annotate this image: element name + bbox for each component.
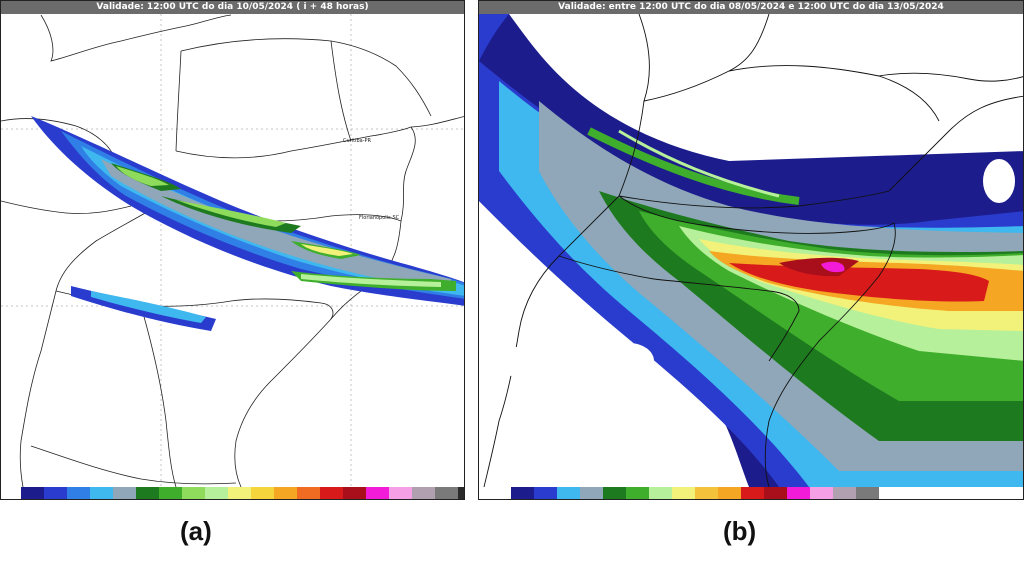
colorbar-swatch	[856, 487, 879, 499]
colorbar-swatch	[182, 487, 205, 499]
colorbar-swatch	[764, 487, 787, 499]
panel-a-title: Validade: 12:00 UTC do dia 10/05/2024 ( …	[1, 1, 464, 14]
colorbar-swatch	[557, 487, 580, 499]
colorbar-swatch	[787, 487, 810, 499]
colorbar-swatch	[412, 487, 435, 499]
panel-b-title: Validade: entre 12:00 UTC do dia 08/05/2…	[479, 1, 1023, 14]
precipitation-map-b	[479, 14, 1023, 487]
colorbar-swatch	[810, 487, 833, 499]
precipitation-map-a: Curitiba-PR Florianópolis-SC	[1, 14, 464, 487]
map-panel-a: Validade: 12:00 UTC do dia 10/05/2024 ( …	[0, 0, 465, 500]
colorbar-swatch	[534, 487, 557, 499]
colorbar-swatch	[228, 487, 251, 499]
colorbar-swatch	[695, 487, 718, 499]
colorbar-swatch	[136, 487, 159, 499]
clear-areas	[489, 159, 1015, 441]
colorbar-swatch	[274, 487, 297, 499]
map-panel-b: Validade: entre 12:00 UTC do dia 08/05/2…	[478, 0, 1024, 500]
colorbar-swatch	[649, 487, 672, 499]
political-borders-b	[483, 14, 1023, 487]
colorbar-swatch	[251, 487, 274, 499]
colorbar-swatch	[320, 487, 343, 499]
colorbar-swatch	[21, 487, 44, 499]
colorbar-swatch	[626, 487, 649, 499]
colorbar-swatch	[458, 487, 464, 499]
colorbar-swatch	[435, 487, 458, 499]
colorbar-a	[21, 487, 464, 499]
colorbar-swatch	[159, 487, 182, 499]
colorbar-b	[511, 487, 879, 499]
colorbar-swatch	[90, 487, 113, 499]
colorbar-swatch	[205, 487, 228, 499]
city-markers: Curitiba-PR Florianópolis-SC	[343, 138, 400, 221]
colorbar-swatch	[511, 487, 534, 499]
colorbar-swatch	[603, 487, 626, 499]
city-label-curitiba: Curitiba-PR	[343, 138, 372, 144]
colorbar-swatch	[297, 487, 320, 499]
panel-a-label: (a)	[180, 516, 212, 546]
colorbar-swatch	[67, 487, 90, 499]
colorbar-swatch	[343, 487, 366, 499]
city-label-florianopolis: Florianópolis-SC	[359, 214, 400, 221]
colorbar-swatch	[366, 487, 389, 499]
colorbar-swatch	[580, 487, 603, 499]
panel-b-label: (b)	[723, 516, 757, 546]
precipitation-band-a	[31, 116, 464, 331]
colorbar-swatch	[741, 487, 764, 499]
colorbar-swatch	[833, 487, 856, 499]
colorbar-swatch	[672, 487, 695, 499]
colorbar-swatch	[718, 487, 741, 499]
colorbar-swatch	[389, 487, 412, 499]
colorbar-swatch	[44, 487, 67, 499]
colorbar-swatch	[113, 487, 136, 499]
